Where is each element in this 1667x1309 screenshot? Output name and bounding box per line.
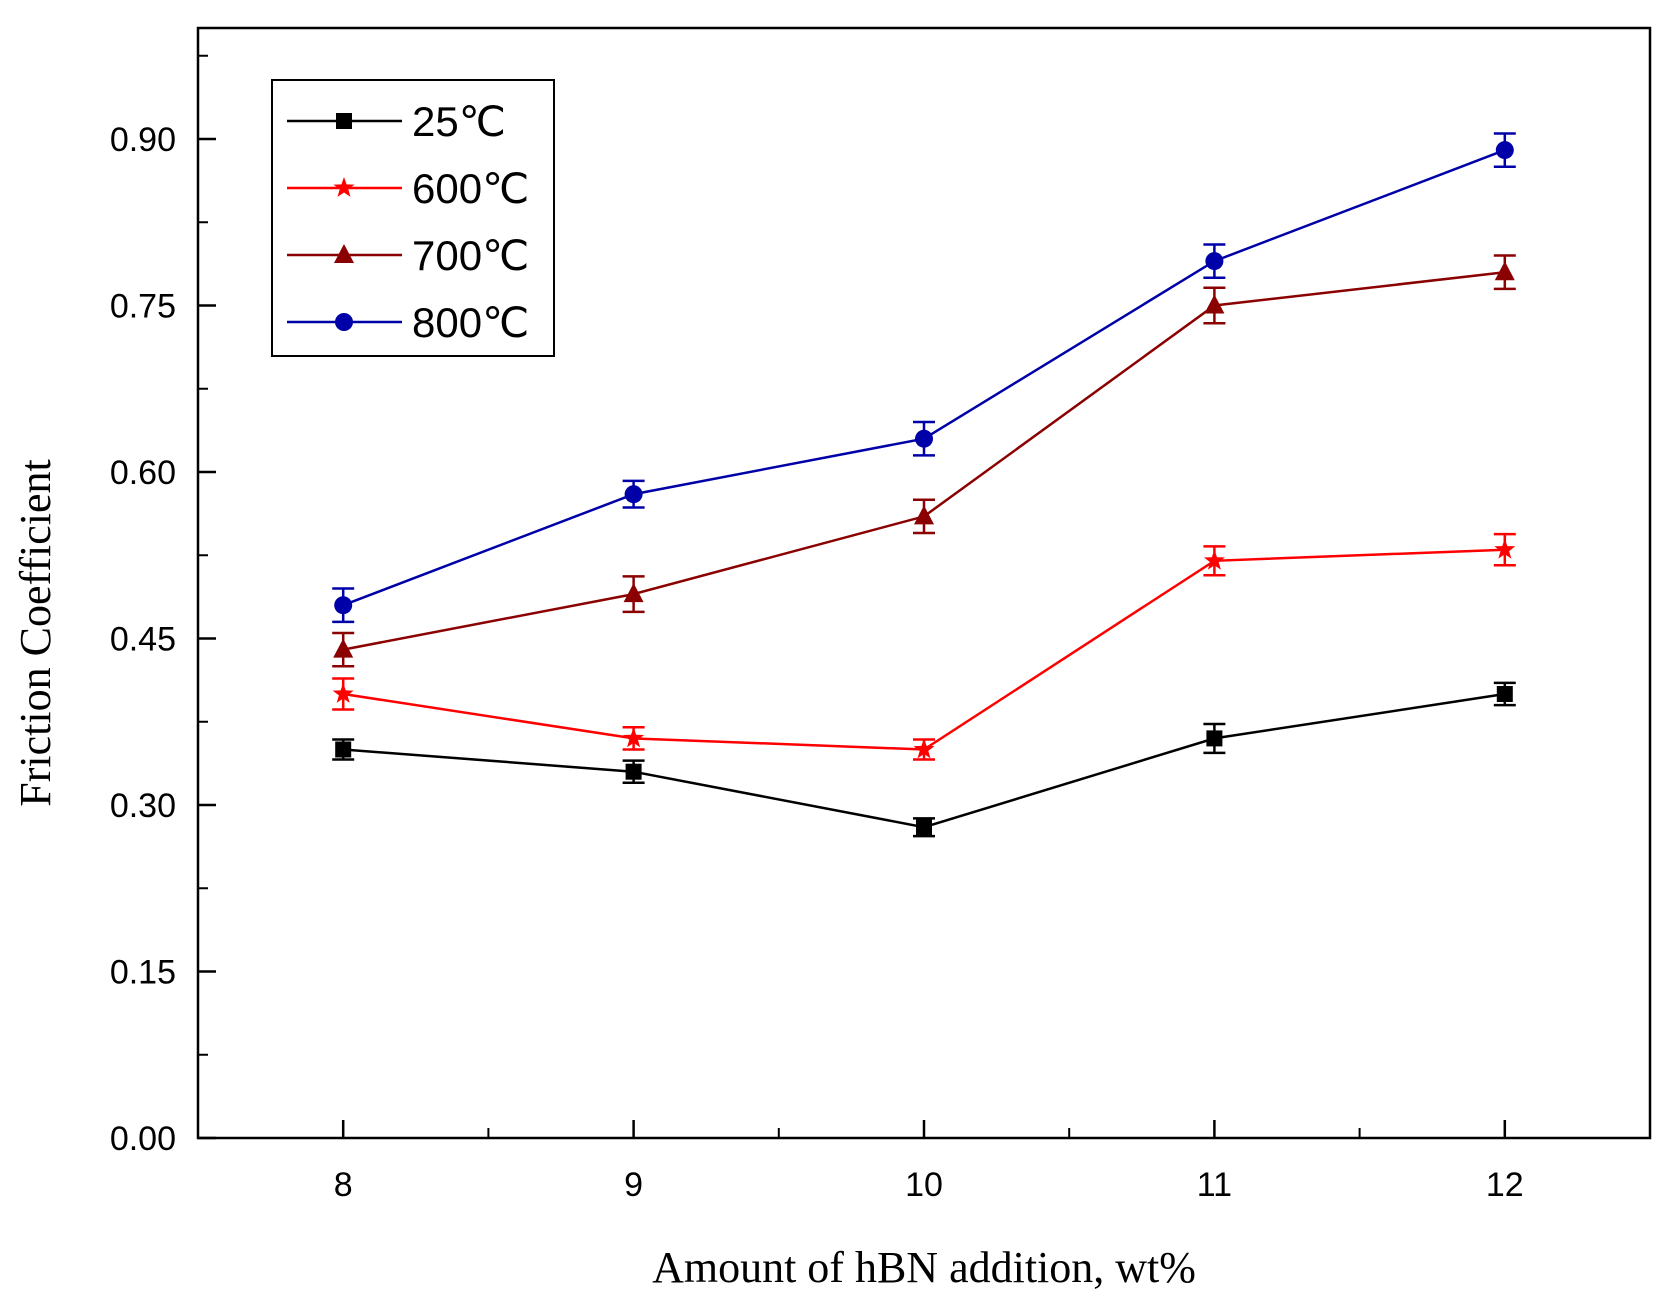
legend-label: 600℃ [412,165,529,212]
data-point [915,429,933,448]
legend-marker [336,113,352,129]
legend-entry: 700℃ [287,232,529,279]
series-1 [332,532,1516,761]
legend-box [271,79,555,357]
legend-entry: 600℃ [287,165,529,212]
data-point [1203,549,1225,570]
series-2 [332,254,1516,668]
y-tick-label: 0.30 [110,787,176,825]
legend-entry: 800℃ [287,299,529,346]
legend-label: 700℃ [412,232,529,279]
y-tick-label: 0.15 [110,954,176,992]
legend-marker [335,313,353,331]
x-tick-label: 12 [1486,1166,1524,1204]
data-point [1206,730,1223,747]
y-tick-label: 0.00 [110,1120,176,1158]
data-point [335,741,352,758]
x-axis-label: Amount of hBN addition, wt% [652,1243,1196,1292]
legend-entry: 25℃ [287,98,506,145]
data-point [332,683,354,703]
data-point [1205,252,1224,271]
data-point [1495,141,1514,160]
y-tick-label: 0.75 [110,288,176,326]
data-point [916,819,932,836]
y-tick-label: 0.90 [110,121,176,159]
data-point [623,727,645,748]
y-tick-label: 0.45 [110,621,176,659]
data-point [913,738,935,759]
x-tick-label: 9 [624,1166,643,1204]
data-point [914,505,934,525]
legend-marker [333,177,355,197]
series-3 [332,132,1516,624]
data-point [334,596,353,615]
data-point [333,638,354,658]
data-point [625,763,642,780]
data-point [1494,261,1515,281]
legend-marker [334,244,354,263]
x-tick-label: 8 [334,1166,353,1204]
legend-label: 800℃ [412,299,529,346]
data-point [623,583,644,603]
data-point [1204,294,1225,314]
y-axis-label: Friction Coefficient [11,459,60,806]
legend-label: 25℃ [412,98,506,145]
data-point [1496,686,1513,702]
x-tick-label: 11 [1197,1166,1232,1204]
data-point [1494,538,1516,559]
data-point [624,485,643,504]
x-tick-label: 10 [905,1166,943,1204]
y-tick-label: 0.60 [110,454,176,492]
series-0 [332,681,1516,838]
